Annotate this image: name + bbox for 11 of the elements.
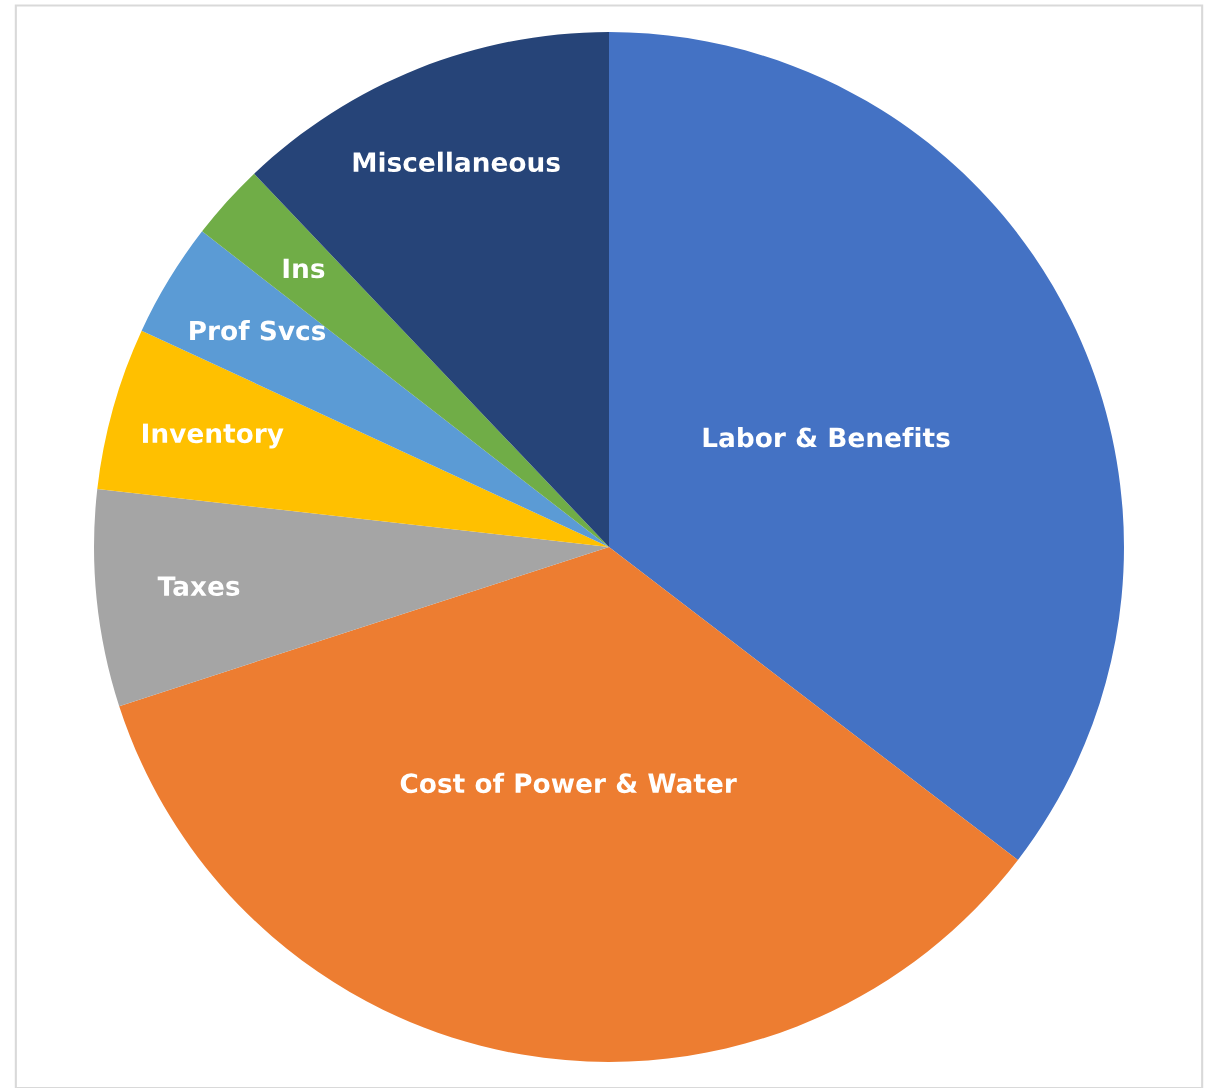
pie-slice	[609, 32, 1124, 861]
slice-label: Ins	[283, 258, 325, 279]
slice-label: Cost of Power & Water	[400, 772, 737, 794]
slice-label: Labor & Benefits	[703, 427, 950, 448]
slice-label: Prof Svcs	[190, 320, 326, 341]
slice-label: Taxes	[157, 576, 240, 597]
slice-label: Miscellaneous	[353, 151, 560, 173]
pie-slice	[119, 547, 1018, 1062]
pie-slice	[94, 488, 609, 707]
pie-slice	[141, 231, 609, 547]
slice-label: Inventory	[142, 423, 284, 449]
